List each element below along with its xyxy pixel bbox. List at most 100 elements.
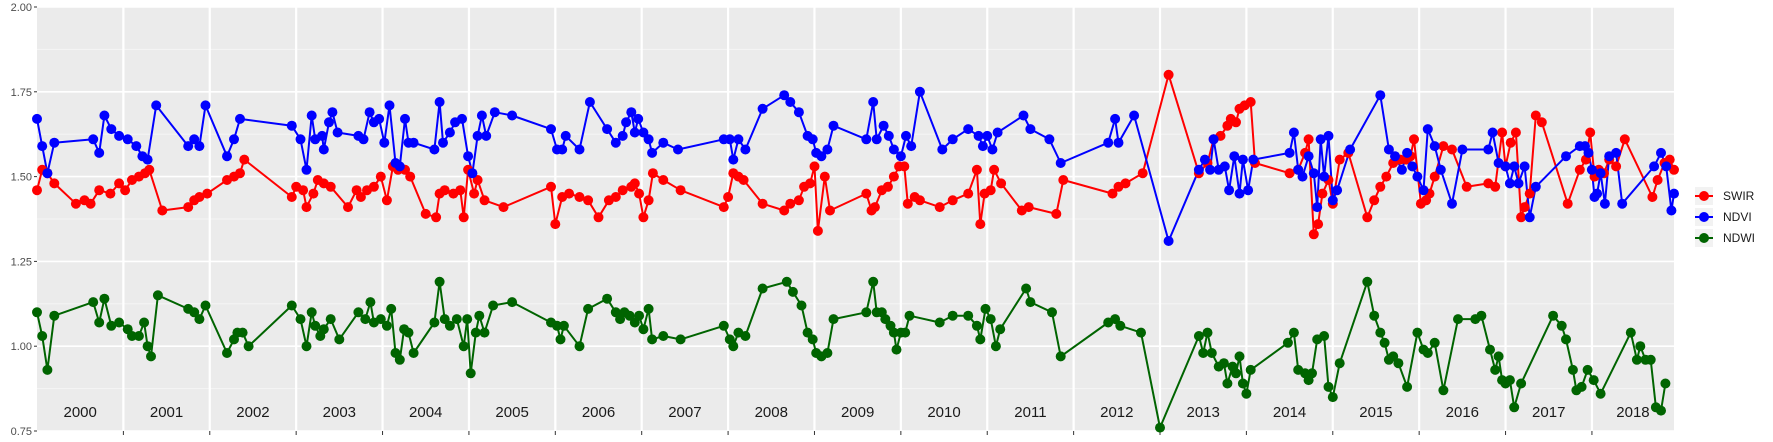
data-point-ndwi: [200, 300, 211, 311]
data-point-swir: [1447, 144, 1457, 155]
data-point-ndvi: [828, 120, 839, 131]
year-panel-labels: 2000 2001 2002 2003 2004 2005 2006 2007 2008 2009…: [64, 404, 1650, 421]
data-point-ndwi: [891, 344, 902, 355]
data-point-swir: [1429, 171, 1440, 182]
data-point-ndvi: [992, 127, 1003, 138]
data-point-ndwi: [643, 303, 654, 314]
data-point-swir: [469, 188, 480, 199]
data-point-swir: [298, 185, 309, 196]
data-point-ndvi: [1103, 137, 1114, 148]
data-point-ndwi: [1288, 327, 1299, 338]
data-point-ndvi: [560, 130, 571, 141]
data-point-swir: [819, 171, 830, 182]
data-point-ndwi: [1379, 337, 1390, 348]
data-point-swir: [805, 178, 816, 189]
data-point-ndwi: [286, 300, 297, 311]
data-point-ndwi: [1222, 378, 1233, 389]
data-point-ndvi: [1129, 110, 1140, 121]
data-point-ndvi: [222, 151, 232, 162]
data-point-ndvi: [643, 134, 654, 145]
data-point-swir: [1461, 181, 1472, 192]
data-point-ndwi: [139, 317, 150, 328]
data-point-ndwi: [1047, 307, 1057, 318]
data-point-swir: [1381, 171, 1392, 182]
data-point-ndvi: [1412, 171, 1423, 182]
data-point-swir: [1051, 208, 1062, 219]
data-point-ndvi: [937, 144, 948, 155]
data-point-ndvi: [1666, 205, 1677, 216]
data-point-swir: [888, 171, 899, 182]
data-point-ndvi: [1483, 144, 1494, 155]
data-point-swir: [812, 225, 823, 236]
data-point-ndvi: [1595, 168, 1606, 179]
data-point-ndvi: [793, 107, 804, 118]
year-label-2011: 2011: [1014, 404, 1046, 421]
year-label-2007: 2007: [668, 404, 701, 421]
data-point-swir: [1120, 178, 1131, 189]
data-point-ndvi: [574, 144, 585, 155]
data-point-ndwi: [1198, 348, 1209, 358]
data-point-swir: [1519, 202, 1530, 213]
data-point-swir: [343, 202, 353, 213]
data-point-swir: [785, 198, 796, 209]
data-point-ndvi: [1234, 188, 1245, 199]
data-point-swir: [94, 185, 105, 196]
data-point-ndvi: [434, 97, 445, 107]
data-point-ndwi: [32, 307, 42, 318]
data-point-ndvi: [546, 124, 556, 135]
data-point-ndwi: [963, 310, 974, 321]
data-point-ndvi: [444, 127, 455, 138]
data-point-ndvi: [724, 134, 735, 145]
data-point-swir: [1369, 195, 1380, 206]
year-label-2012: 2012: [1100, 404, 1133, 421]
data-point-ndvi: [1284, 147, 1295, 158]
data-point-ndwi: [1548, 310, 1559, 321]
data-point-ndwi: [381, 320, 392, 331]
data-point-swir: [882, 181, 893, 192]
data-point-ndwi: [1202, 327, 1213, 338]
data-point-ndvi: [557, 144, 568, 155]
data-point-ndwi: [474, 310, 485, 321]
data-point-ndvi: [822, 144, 833, 155]
year-label-2003: 2003: [323, 404, 356, 421]
data-point-ndwi: [237, 327, 248, 338]
data-point-swir: [1362, 212, 1373, 223]
data-point-swir: [1438, 141, 1449, 152]
data-point-ndwi: [1453, 314, 1463, 325]
data-point-ndwi: [995, 324, 1006, 335]
data-point-ndwi: [602, 293, 613, 304]
data-point-ndwi: [106, 320, 117, 331]
data-point-swir: [1107, 188, 1118, 199]
data-point-ndwi: [675, 334, 686, 345]
data-point-ndvi: [467, 168, 478, 179]
data-point-ndvi: [906, 141, 917, 152]
data-point-swir: [1334, 154, 1345, 165]
data-point-ndvi: [1422, 124, 1433, 135]
year-label-2010: 2010: [927, 404, 960, 421]
data-point-ndwi: [1490, 364, 1501, 375]
data-point-ndwi: [624, 310, 635, 321]
legend-key-point: [1699, 191, 1709, 201]
data-point-ndvi: [507, 110, 518, 121]
data-point-ndvi: [1205, 164, 1216, 175]
data-point-ndvi: [306, 110, 317, 121]
data-point-ndvi: [982, 130, 993, 141]
data-point-ndvi: [1315, 134, 1326, 145]
year-label-2013: 2013: [1187, 404, 1220, 421]
data-point-swir: [1245, 97, 1256, 107]
data-point-ndwi: [1323, 381, 1334, 392]
data-point-ndvi: [973, 130, 984, 141]
data-point-ndwi: [142, 341, 153, 352]
data-point-ndvi: [878, 120, 889, 131]
data-point-ndvi: [194, 141, 205, 152]
data-point-ndwi: [301, 341, 312, 352]
year-label-2009: 2009: [841, 404, 874, 421]
data-point-ndwi: [403, 327, 414, 338]
year-label-2004: 2004: [409, 404, 442, 421]
data-point-swir: [1490, 181, 1501, 192]
data-point-swir: [381, 195, 392, 206]
data-point-swir: [325, 181, 336, 192]
data-point-ndvi: [1509, 161, 1520, 172]
data-point-ndwi: [1660, 378, 1671, 389]
data-point-ndvi: [358, 134, 369, 145]
